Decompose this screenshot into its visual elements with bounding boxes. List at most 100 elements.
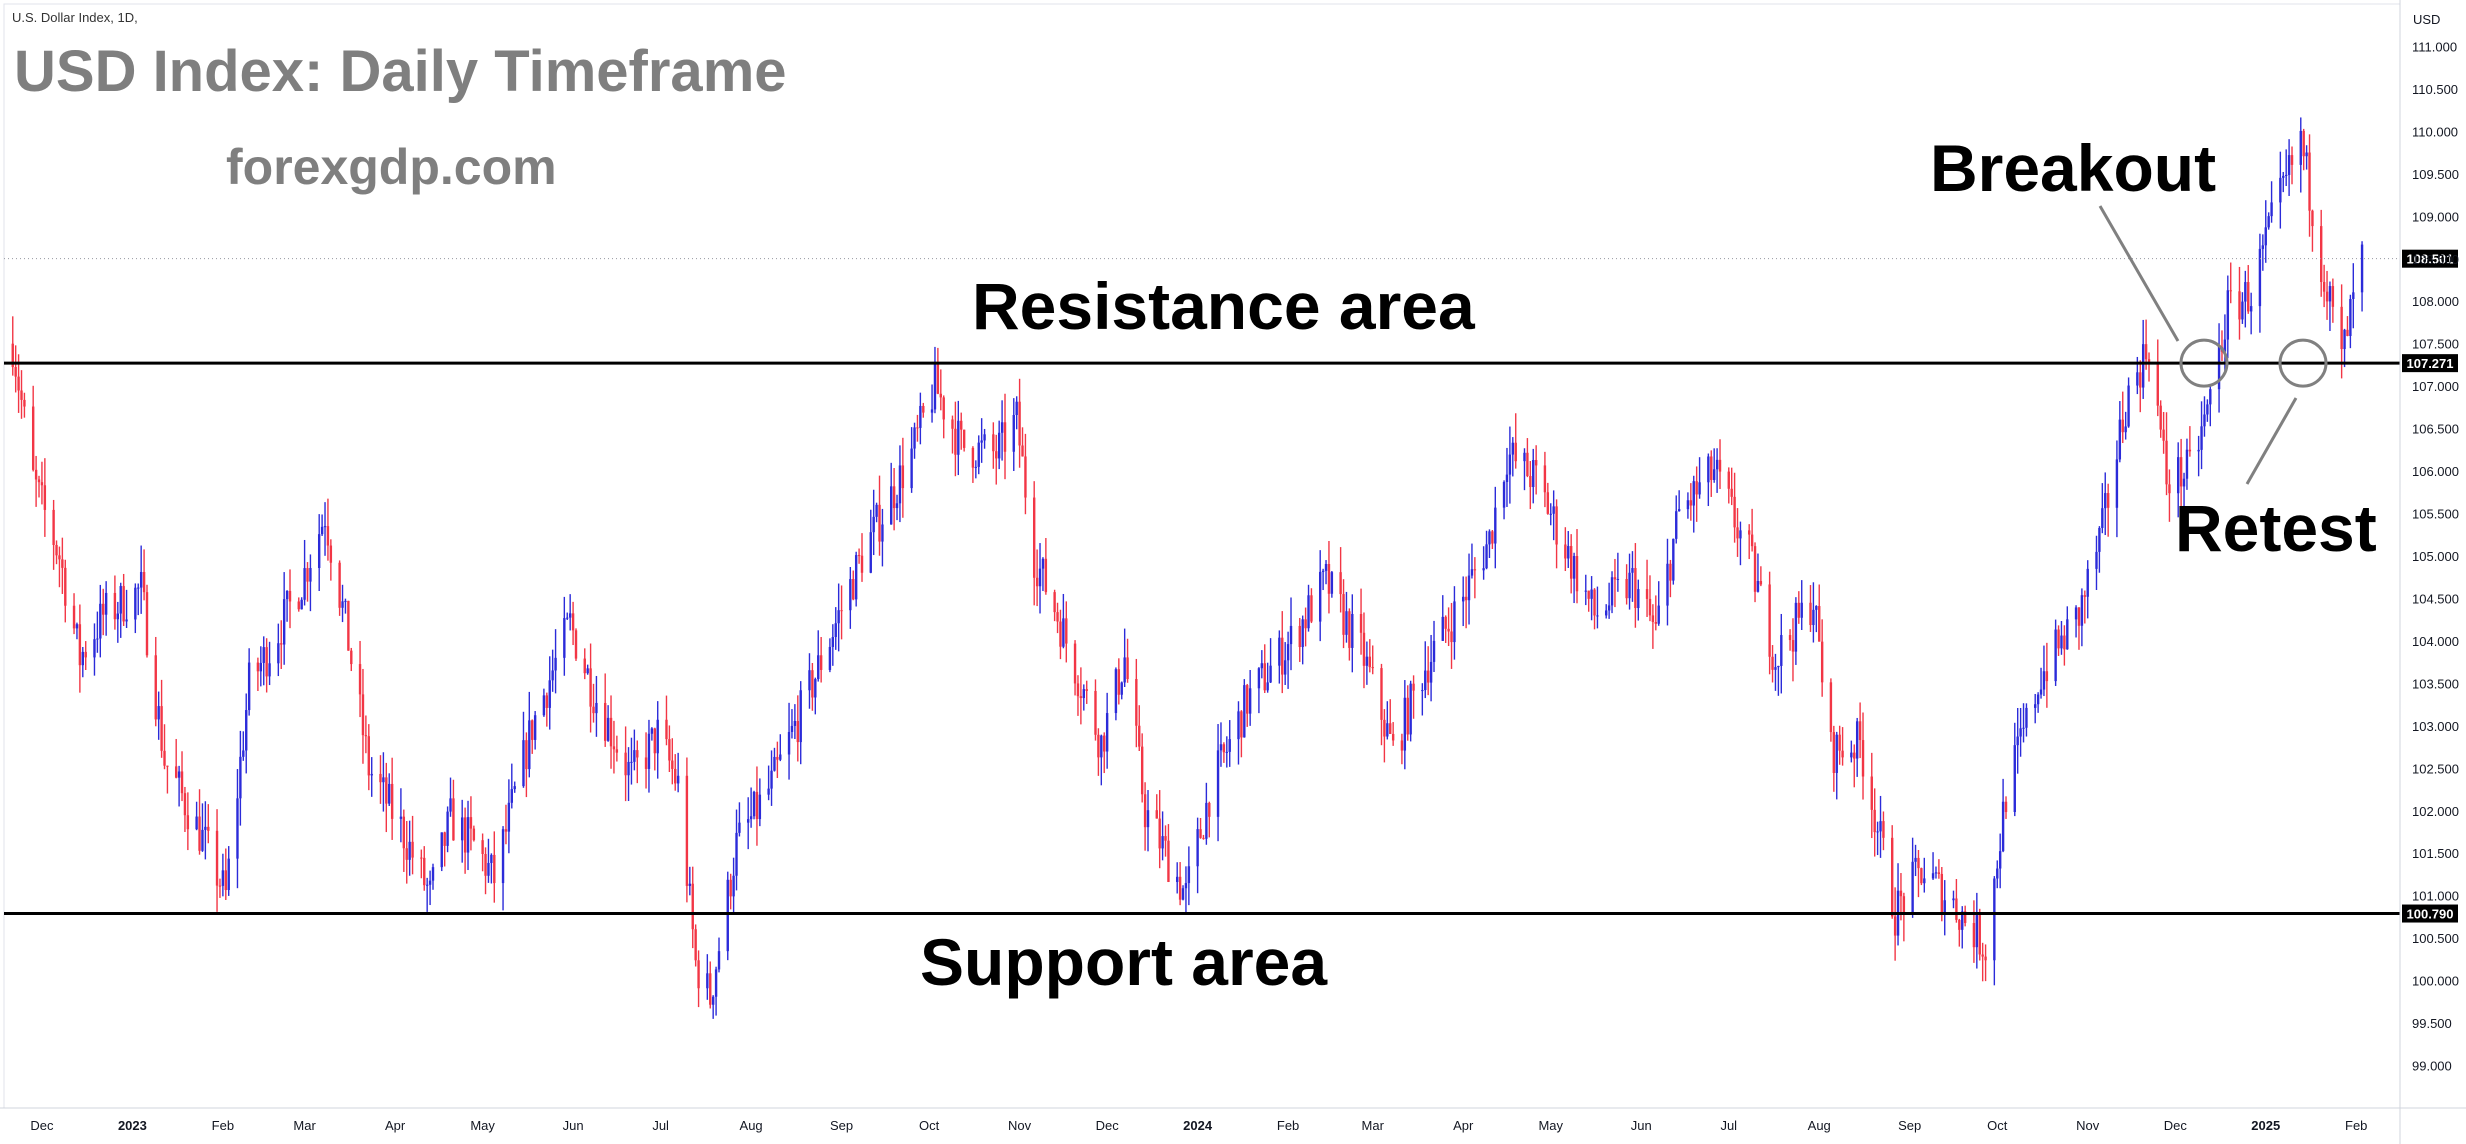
candle-body — [1391, 733, 1395, 741]
candle-body — [691, 883, 694, 930]
candle-body — [875, 504, 878, 517]
candle-body — [1955, 898, 1958, 920]
candle-body — [245, 710, 248, 751]
x-tick-label: Nov — [2076, 1118, 2100, 1133]
candle-body — [881, 524, 884, 542]
candle-body — [1143, 794, 1147, 828]
candle-body — [2325, 291, 2329, 302]
candle-body — [277, 643, 280, 664]
candle-body — [350, 650, 353, 665]
candle-body — [1707, 456, 1710, 483]
candle-body — [647, 733, 651, 769]
x-tick-label: Jun — [1631, 1118, 1652, 1133]
candle-body — [796, 720, 800, 743]
candle-body — [1937, 872, 1941, 874]
candle-body — [922, 405, 925, 413]
candle-body — [1018, 401, 1021, 446]
candle-body — [566, 617, 569, 619]
candle-body — [1747, 530, 1751, 535]
candle-body — [726, 879, 729, 952]
candle-body — [1552, 506, 1555, 514]
candle-body — [1607, 605, 1611, 611]
candle-body — [2101, 508, 2104, 528]
candle-body — [960, 420, 963, 430]
x-tick-label: Sep — [1898, 1118, 1921, 1133]
candle-body — [306, 568, 309, 582]
candle-body — [1593, 589, 1596, 616]
candle-body — [1103, 735, 1106, 752]
candle-body — [776, 756, 779, 760]
candle-body — [2284, 174, 2288, 176]
candle-body — [2162, 429, 2165, 441]
candle-body — [860, 555, 864, 573]
candle-body — [501, 829, 505, 884]
candle-body — [268, 663, 271, 677]
candle-body — [589, 668, 592, 707]
candle-body — [583, 658, 586, 674]
candle-body — [1161, 836, 1164, 849]
candle-body — [2165, 440, 2168, 485]
candle-body — [1003, 422, 1007, 452]
candle-body — [303, 568, 306, 600]
candle-body — [1278, 637, 1281, 666]
x-tick-label: Dec — [2164, 1118, 2188, 1133]
y-tick-label: 107.000 — [2412, 379, 2459, 394]
candle-body — [1952, 898, 1955, 901]
candle-body — [2045, 671, 2049, 682]
candle-body — [729, 879, 732, 897]
candle-body — [1473, 569, 1477, 571]
candle-body — [1858, 721, 1862, 741]
candle-body — [1876, 831, 1879, 833]
candle-body — [2159, 405, 2162, 430]
candle-body — [72, 605, 76, 629]
candle-body — [1698, 482, 1701, 495]
candle-body — [1972, 923, 1976, 948]
candle-body — [711, 996, 715, 1005]
candle-body — [942, 397, 945, 420]
candle-body — [1467, 575, 1471, 601]
candle-body — [1464, 596, 1468, 601]
y-tick-label: 99.000 — [2412, 1059, 2452, 1074]
x-tick-label: Feb — [1277, 1118, 1299, 1133]
candle-body — [2118, 419, 2122, 460]
candle-body — [1675, 511, 1678, 539]
candle-body — [1298, 625, 1301, 648]
candle-body — [898, 465, 902, 504]
candle-body — [137, 587, 140, 589]
candle-body — [2127, 385, 2130, 427]
candle-body — [1167, 840, 1170, 882]
candle-body — [1044, 558, 1048, 593]
candle-body — [1403, 697, 1407, 751]
candle-body — [1677, 509, 1681, 512]
candle-body — [34, 469, 38, 480]
candle-body — [644, 757, 648, 769]
candle-body — [2264, 227, 2267, 246]
candle-body — [1978, 915, 1981, 955]
candle-body — [1610, 577, 1614, 606]
candle-body — [609, 717, 613, 747]
candle-body — [329, 545, 333, 563]
candle-body — [1330, 572, 1334, 594]
candle-body — [1097, 734, 1100, 758]
candle-body — [1447, 628, 1450, 632]
candle-body — [1753, 546, 1757, 592]
x-tick-label: Feb — [2345, 1118, 2367, 1133]
level-badge-label: 107.271 — [2407, 356, 2454, 371]
candle-body — [1934, 872, 1938, 874]
candle-body — [174, 766, 178, 778]
candle-body — [1590, 589, 1593, 599]
candle-body — [910, 448, 913, 489]
candle-body — [2060, 635, 2063, 649]
candle-body — [633, 750, 636, 762]
candle-body — [831, 637, 835, 647]
candle-body — [1246, 685, 1249, 714]
candle-body — [1768, 584, 1771, 657]
candle-body — [1750, 534, 1754, 547]
candle-body — [717, 951, 721, 970]
candle-body — [1534, 460, 1538, 466]
candle-body — [714, 969, 718, 997]
candle-body — [1286, 644, 1290, 661]
candle-body — [2209, 389, 2212, 405]
candle-body — [2290, 155, 2294, 165]
